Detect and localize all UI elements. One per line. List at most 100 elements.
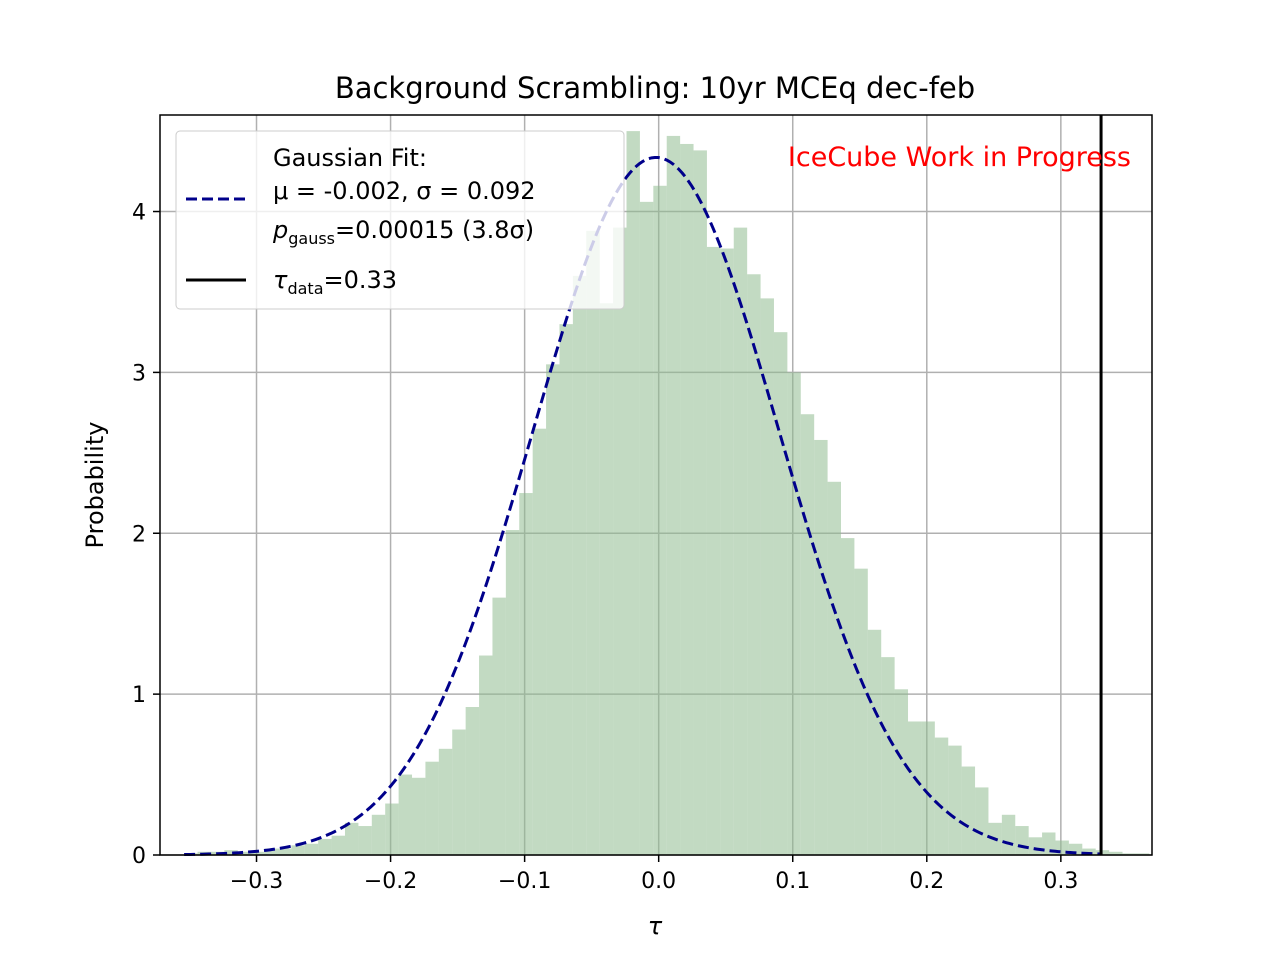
tau-value: =0.33 <box>324 266 398 294</box>
histogram-bar <box>626 131 640 855</box>
histogram-bar <box>1109 851 1123 855</box>
histogram-bar <box>398 774 413 855</box>
histogram-bar <box>452 729 466 855</box>
histogram-bar <box>572 275 587 855</box>
x-tick-label: 0.1 <box>775 869 810 894</box>
y-axis-ticks: 0 1 2 3 4 <box>132 201 160 869</box>
y-axis-label: Probability <box>81 422 109 549</box>
x-tick-label: 0.2 <box>909 869 944 894</box>
histogram-bar <box>1042 832 1056 855</box>
x-tick-label: −0.3 <box>230 869 283 894</box>
histogram-bar <box>1122 853 1136 855</box>
histogram-bar <box>613 227 627 855</box>
histogram-bar <box>519 493 533 855</box>
histogram-bar <box>934 737 949 855</box>
y-tick-label: 0 <box>132 844 146 869</box>
histogram-bar <box>1028 837 1043 855</box>
legend-fit-pvalue: pgauss=0.00015 (3.8σ) <box>272 216 534 248</box>
histogram-bar <box>291 845 305 855</box>
histogram-bar <box>264 848 278 855</box>
tau-subscript: data <box>287 279 323 298</box>
histogram-bar <box>237 851 252 855</box>
tau-symbol: τ <box>273 266 288 294</box>
histogram-bar <box>224 850 238 855</box>
histogram-bar <box>251 851 265 855</box>
histogram-bar <box>733 227 748 855</box>
histogram-bar <box>1135 853 1150 855</box>
histogram-bar <box>1015 826 1029 855</box>
histogram-bar <box>760 298 774 855</box>
x-tick-label: 0.0 <box>641 869 676 894</box>
gaussian-fit-curve <box>184 155 1102 857</box>
histogram-bar <box>881 657 895 855</box>
histogram-bar <box>827 481 841 855</box>
histogram-bar <box>948 745 962 855</box>
watermark-text: IceCube Work in Progress <box>788 142 1131 173</box>
histogram-bar <box>787 372 801 855</box>
histogram-bar <box>867 629 882 855</box>
histogram-bar <box>894 689 909 855</box>
histogram-bar <box>277 848 292 855</box>
histogram-bar <box>1082 848 1096 855</box>
histogram-bar <box>1001 814 1016 855</box>
histogram-bar <box>653 185 667 856</box>
histogram-bars <box>184 131 1150 856</box>
histogram-bar <box>706 246 721 856</box>
x-tick-label: −0.2 <box>364 869 417 894</box>
histogram-bar <box>840 538 855 855</box>
histogram-bar <box>465 707 480 855</box>
histogram-bar <box>371 814 386 855</box>
p-subscript: gauss <box>288 229 335 248</box>
axes-frame <box>159 114 1153 856</box>
x-axis-label: τ <box>648 912 663 940</box>
histogram-bar <box>680 143 694 855</box>
legend-fit-title: Gaussian Fit: <box>273 144 427 172</box>
p-value: =0.00015 (3.8σ) <box>335 216 534 244</box>
histogram-bar <box>854 568 868 855</box>
histogram-bar <box>800 414 815 855</box>
histogram-bar <box>666 135 681 856</box>
histogram-bar <box>304 843 319 855</box>
histogram-bar <box>412 777 426 855</box>
legend-tau-label: τdata=0.33 <box>273 266 397 298</box>
histogram-bar <box>318 838 332 855</box>
histogram-bar <box>693 150 707 856</box>
histogram-bar <box>747 274 761 855</box>
histogram-bar <box>492 597 506 855</box>
x-tick-label: 0.3 <box>1043 869 1078 894</box>
x-axis-ticks: −0.3 −0.2 −0.1 0.0 0.1 0.2 0.3 <box>230 855 1078 894</box>
histogram-bar <box>425 761 439 855</box>
histogram-bar <box>438 748 453 855</box>
histogram-bar <box>1068 843 1083 855</box>
histogram-bar <box>814 439 828 855</box>
histogram-bar <box>599 303 614 855</box>
histogram-bar <box>639 201 654 855</box>
histogram-bar <box>344 822 359 855</box>
histogram-bar <box>921 721 935 855</box>
y-tick-label: 4 <box>132 201 146 226</box>
y-tick-label: 2 <box>132 522 146 547</box>
legend: Gaussian Fit: μ = -0.002, σ = 0.092 pgau… <box>175 130 625 310</box>
histogram-bar <box>559 324 573 855</box>
legend-box <box>175 130 625 310</box>
histogram-bar <box>331 835 345 855</box>
p-symbol: p <box>272 216 288 244</box>
y-tick-label: 3 <box>132 361 146 386</box>
histogram-bar <box>385 803 399 855</box>
histogram-bar <box>532 428 547 855</box>
histogram-bar <box>358 826 372 855</box>
y-tick-label: 1 <box>132 683 146 708</box>
histogram-bar <box>773 332 788 855</box>
histogram-bar <box>961 766 976 855</box>
chart-title: Background Scrambling: 10yr MCEq dec-feb <box>335 71 975 105</box>
histogram-bar <box>975 787 989 855</box>
histogram-bar <box>586 230 600 856</box>
histogram-bar <box>546 364 560 855</box>
x-tick-label: −0.1 <box>498 869 551 894</box>
histogram-bar <box>720 248 734 856</box>
histogram-bar <box>908 721 922 855</box>
histogram-bar <box>479 655 493 855</box>
legend-fit-params: μ = -0.002, σ = 0.092 <box>273 177 536 205</box>
histogram-bar <box>505 530 520 855</box>
